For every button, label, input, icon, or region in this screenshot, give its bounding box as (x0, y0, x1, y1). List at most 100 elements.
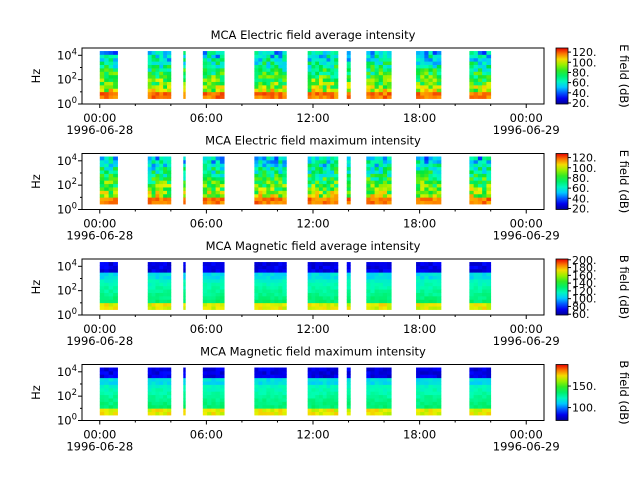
spectrogram-cell (477, 268, 483, 273)
y-tick-label: 100 (57, 96, 77, 111)
spectrogram-cell (262, 285, 267, 290)
spectrogram-cell (424, 387, 429, 392)
spectrogram-cell (322, 197, 327, 202)
spectrogram-cell (416, 197, 421, 202)
spectrogram-cell (258, 91, 263, 96)
spectrogram-cell (482, 282, 487, 287)
spectrogram-cell (326, 295, 331, 300)
spectrogram-cell (108, 61, 114, 66)
spectrogram-cell (374, 394, 380, 399)
spectrogram-cell (330, 411, 335, 416)
spectrogram-cell (432, 299, 438, 304)
spectrogram-cell (274, 285, 279, 290)
spectrogram-cell (346, 156, 351, 161)
spectrogram-cell (113, 367, 118, 372)
spectrogram-cell (370, 285, 375, 290)
spectrogram-cell (282, 272, 287, 277)
spectrogram-cell (183, 404, 186, 409)
spectrogram-cell (202, 279, 208, 283)
spectrogram-cell (254, 377, 259, 382)
spectrogram-cell (163, 285, 168, 290)
x-tick-label: 00:00 (83, 428, 116, 442)
spectrogram-cell (167, 384, 172, 389)
spectrogram-cell (104, 306, 110, 310)
spectrogram-cell (473, 57, 479, 62)
spectrogram-cell (113, 292, 118, 297)
spectrogram-cell (432, 190, 438, 195)
spectrogram-cell (473, 71, 479, 76)
y-tick-label: 102 (57, 388, 77, 403)
spectrogram-cell (436, 166, 442, 171)
spectrogram-cell (473, 370, 479, 375)
spectrogram-cell (374, 64, 380, 69)
spectrogram-cell (282, 170, 287, 174)
spectrogram-cell (278, 295, 283, 300)
spectrogram-cell (416, 306, 421, 310)
spectrogram-cell (370, 404, 375, 409)
spectrogram-cell (330, 176, 335, 181)
spectrogram-cell (108, 91, 114, 96)
spectrogram-cell (274, 173, 279, 178)
spectrogram-cell (311, 381, 316, 385)
spectrogram-cell (486, 74, 492, 79)
spectrogram-cell (151, 289, 156, 293)
spectrogram-cell (219, 282, 225, 287)
spectrogram-cell (278, 279, 283, 283)
spectrogram-cell (262, 51, 267, 55)
spectrogram-cell (330, 78, 335, 82)
spectrogram-cell (270, 95, 275, 99)
spectrogram-cell (163, 292, 168, 297)
spectrogram-cell (319, 411, 324, 416)
spectrogram-cell (202, 176, 208, 181)
spectrogram-cell (159, 78, 164, 82)
spectrogram-cell (382, 391, 388, 396)
spectrogram-cell (326, 163, 331, 168)
spectrogram-cell (387, 71, 392, 76)
spectrogram-cell (432, 51, 438, 55)
panel-title: MCA Electric field maximum intensity (205, 134, 421, 148)
spectrogram-cell (387, 51, 392, 55)
spectrogram-cell (99, 176, 105, 181)
spectrogram-cell (270, 262, 275, 266)
spectrogram-cell (366, 163, 371, 168)
spectrogram-cell (469, 88, 475, 93)
spectrogram-cell (330, 408, 335, 413)
spectrogram-cell (424, 377, 429, 382)
spectrogram-cell (436, 173, 442, 178)
spectrogram-cell (278, 176, 283, 181)
spectrogram-cell (334, 95, 339, 99)
spectrogram-cell (147, 81, 152, 86)
spectrogram-cell (147, 166, 152, 171)
spectrogram-cell (424, 163, 429, 168)
spectrogram-cell (262, 289, 267, 293)
spectrogram-cell (424, 302, 429, 307)
spectrogram-cell (183, 401, 186, 406)
spectrogram-cell (207, 176, 212, 181)
spectrogram-cell (486, 302, 492, 307)
spectrogram-cell (482, 275, 487, 280)
spectrogram-cell (374, 302, 380, 307)
spectrogram-cell (307, 183, 312, 188)
spectrogram-cell (151, 61, 156, 66)
spectrogram-cell (334, 180, 339, 185)
spectrogram-cell (482, 306, 487, 310)
spectrogram-cell (387, 299, 392, 304)
x-tick-label: 00:00 (510, 322, 543, 336)
spectrogram-cell (322, 408, 327, 413)
spectrogram-cell (366, 81, 371, 86)
spectrogram-cell (159, 95, 164, 99)
data-segment (469, 367, 492, 416)
spectrogram-cell (155, 84, 160, 89)
spectrogram-cell (382, 91, 388, 96)
spectrogram-cell (211, 156, 217, 161)
spectrogram-cell (486, 156, 492, 161)
spectrogram-cell (104, 190, 110, 195)
y-axis-label: Hz (29, 280, 43, 295)
spectrogram-cell (311, 84, 316, 89)
spectrogram-cell (147, 401, 152, 406)
spectrogram-cell (486, 381, 492, 385)
spectrogram-cell (219, 408, 225, 413)
spectrogram-cell (482, 262, 487, 266)
spectrogram-cell (382, 78, 388, 82)
spectrogram-cell (416, 78, 421, 82)
